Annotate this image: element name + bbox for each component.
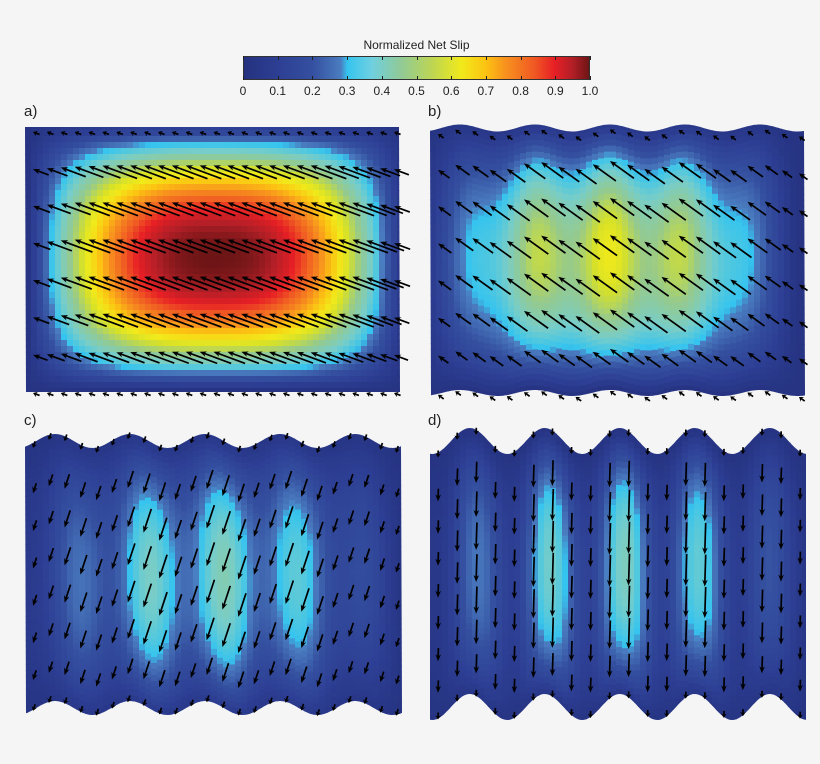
colorbar-tick — [520, 76, 522, 80]
colorbar-tick — [312, 76, 314, 80]
colorbar-tick-label: 0.8 — [512, 84, 529, 98]
panel-a-label: a) — [24, 103, 38, 120]
colorbar-tick-label: 0.9 — [546, 84, 564, 98]
colorbar-tick — [312, 56, 314, 60]
panel-c-label: c) — [24, 412, 37, 429]
panel-c — [25, 432, 402, 716]
colorbar-tick-label: 0 — [239, 84, 247, 98]
colorbar-tick — [416, 76, 418, 80]
colorbar-tick-label: 0.1 — [269, 84, 287, 98]
colorbar-tick — [451, 76, 453, 80]
colorbar-tick-label: 0.6 — [442, 84, 460, 98]
colorbar-tick — [347, 56, 349, 60]
colorbar-tick — [555, 56, 557, 60]
slip-arrows — [33, 130, 411, 398]
colorbar-tick — [451, 56, 453, 60]
slip-arrows — [31, 432, 401, 716]
colorbar-tick — [243, 76, 244, 80]
colorbar-tick-label: 0.5 — [408, 84, 425, 98]
colorbar-tick — [347, 76, 349, 80]
colorbar-tick-label: 0.3 — [338, 84, 356, 98]
colorbar-tick-label: 0.2 — [304, 84, 321, 98]
panel-b — [430, 124, 809, 402]
colorbar-tick-label: 0.4 — [373, 84, 391, 98]
colorbar-tick — [381, 76, 383, 80]
colorbar-tick — [416, 56, 418, 60]
colorbar-tick-label: 1.0 — [581, 84, 599, 98]
panel-d — [430, 427, 806, 720]
colorbar-tick — [590, 56, 591, 60]
slip-arrows — [438, 129, 809, 402]
slip-arrows — [435, 427, 804, 720]
colorbar-tick-label: 0.7 — [477, 84, 495, 98]
colorbar-tick — [277, 56, 279, 60]
colorbar-tick — [520, 56, 522, 60]
colorbar-tick — [485, 76, 487, 80]
panel-b-label: b) — [428, 103, 442, 120]
colorbar-tick — [555, 76, 557, 80]
colorbar-tick — [485, 56, 487, 60]
colorbar-tick — [277, 76, 279, 80]
colorbar-tick — [590, 76, 591, 80]
panel-a — [25, 127, 411, 398]
colorbar-title: Normalized Net Slip — [363, 38, 470, 52]
colorbar-tick — [381, 56, 383, 60]
panel-d-label: d) — [428, 412, 442, 429]
colorbar-tick — [243, 56, 244, 60]
